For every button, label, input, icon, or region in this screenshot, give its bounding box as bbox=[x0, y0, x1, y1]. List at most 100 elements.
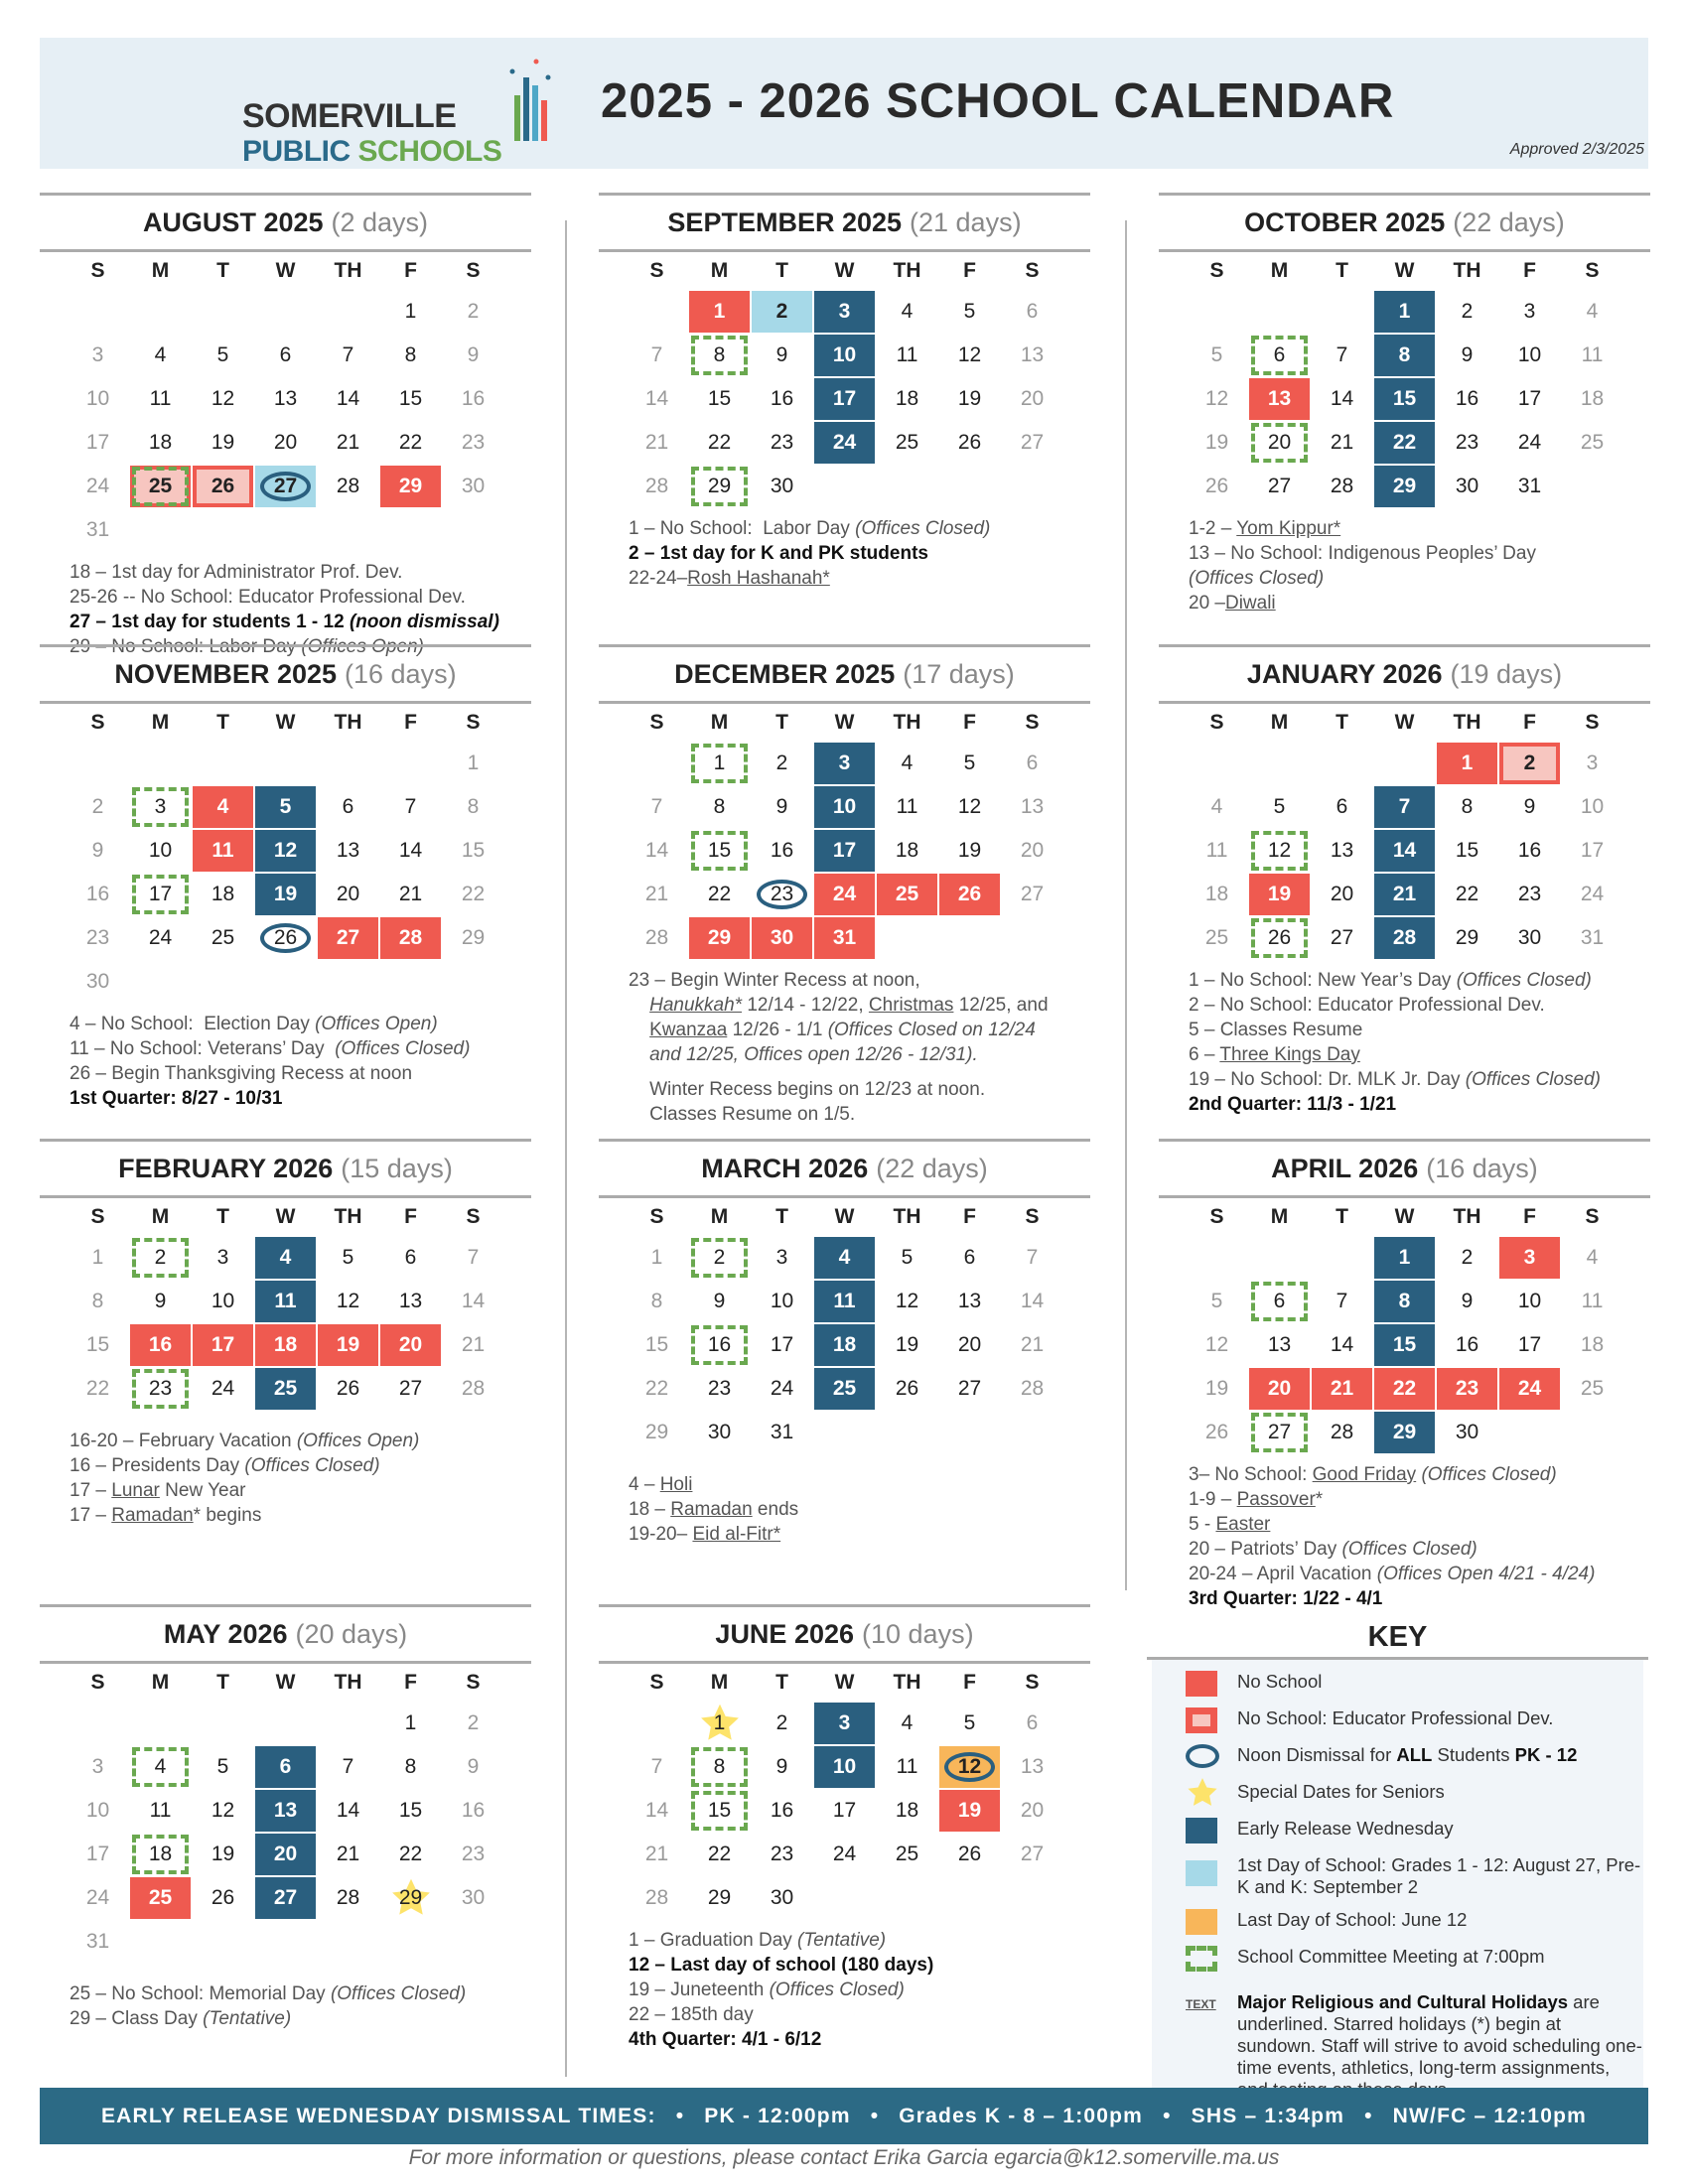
calendar-day[interactable]: 14 bbox=[626, 829, 688, 873]
calendar-day[interactable]: 10 bbox=[813, 1745, 876, 1789]
calendar-day[interactable]: 22 bbox=[379, 1833, 442, 1876]
calendar-day[interactable]: 1 bbox=[1436, 742, 1498, 785]
calendar-day[interactable]: 25 bbox=[192, 916, 254, 960]
calendar-day[interactable]: 19 bbox=[1186, 1367, 1248, 1411]
calendar-day[interactable]: 7 bbox=[1001, 1236, 1063, 1280]
calendar-day[interactable]: 23 bbox=[442, 421, 504, 465]
calendar-day[interactable]: 8 bbox=[688, 334, 751, 377]
calendar-day[interactable]: 4 bbox=[1561, 1236, 1623, 1280]
calendar-day[interactable]: 10 bbox=[1498, 1280, 1561, 1323]
calendar-day[interactable]: 18 bbox=[254, 1323, 317, 1367]
calendar-day[interactable]: 20 bbox=[1001, 377, 1063, 421]
calendar-day[interactable]: 25 bbox=[876, 421, 938, 465]
calendar-day[interactable]: 13 bbox=[1248, 377, 1311, 421]
calendar-day[interactable]: 26 bbox=[876, 1367, 938, 1411]
calendar-day[interactable]: 6 bbox=[1248, 334, 1311, 377]
calendar-day[interactable]: 9 bbox=[1498, 785, 1561, 829]
calendar-day[interactable]: 26 bbox=[1186, 465, 1248, 508]
calendar-day[interactable]: 19 bbox=[876, 1323, 938, 1367]
calendar-day[interactable]: 25 bbox=[1561, 1367, 1623, 1411]
calendar-day[interactable]: 9 bbox=[1436, 334, 1498, 377]
calendar-day[interactable]: 6 bbox=[1001, 290, 1063, 334]
calendar-day[interactable]: 7 bbox=[317, 1745, 379, 1789]
calendar-day[interactable]: 30 bbox=[688, 1411, 751, 1454]
calendar-day[interactable]: 29 bbox=[688, 916, 751, 960]
calendar-day[interactable]: 9 bbox=[442, 334, 504, 377]
calendar-day[interactable]: 6 bbox=[317, 785, 379, 829]
calendar-day[interactable]: 11 bbox=[813, 1280, 876, 1323]
calendar-day[interactable]: 16 bbox=[67, 873, 129, 916]
calendar-day[interactable]: 4 bbox=[876, 290, 938, 334]
calendar-day[interactable]: 6 bbox=[1001, 742, 1063, 785]
calendar-day[interactable]: 16 bbox=[442, 377, 504, 421]
calendar-day[interactable]: 27 bbox=[254, 1876, 317, 1920]
calendar-day[interactable]: 29 bbox=[379, 465, 442, 508]
calendar-day[interactable]: 2 bbox=[129, 1236, 192, 1280]
calendar-day[interactable]: 24 bbox=[1498, 421, 1561, 465]
calendar-day[interactable]: 20 bbox=[1248, 421, 1311, 465]
calendar-day[interactable]: 1 bbox=[67, 1236, 129, 1280]
calendar-day[interactable]: 3 bbox=[1498, 290, 1561, 334]
calendar-day[interactable]: 11 bbox=[1561, 1280, 1623, 1323]
calendar-day[interactable]: 16 bbox=[751, 829, 813, 873]
calendar-day[interactable]: 22 bbox=[1436, 873, 1498, 916]
calendar-day[interactable]: 14 bbox=[626, 377, 688, 421]
calendar-day[interactable]: 21 bbox=[1373, 873, 1436, 916]
calendar-day[interactable]: 28 bbox=[1001, 1367, 1063, 1411]
calendar-day[interactable]: 1 bbox=[379, 290, 442, 334]
calendar-day[interactable]: 8 bbox=[67, 1280, 129, 1323]
calendar-day[interactable]: 12 bbox=[876, 1280, 938, 1323]
calendar-day[interactable]: 27 bbox=[1001, 873, 1063, 916]
calendar-day[interactable]: 21 bbox=[1311, 421, 1373, 465]
calendar-day[interactable]: 23 bbox=[442, 1833, 504, 1876]
calendar-day[interactable]: 19 bbox=[317, 1323, 379, 1367]
calendar-day[interactable]: 5 bbox=[876, 1236, 938, 1280]
calendar-day[interactable]: 13 bbox=[1248, 1323, 1311, 1367]
calendar-day[interactable]: 24 bbox=[67, 1876, 129, 1920]
calendar-day[interactable]: 14 bbox=[442, 1280, 504, 1323]
calendar-day[interactable]: 19 bbox=[254, 873, 317, 916]
calendar-day[interactable]: 19 bbox=[192, 1833, 254, 1876]
calendar-day[interactable]: 11 bbox=[1561, 334, 1623, 377]
calendar-day[interactable]: 10 bbox=[129, 829, 192, 873]
calendar-day[interactable]: 20 bbox=[1311, 873, 1373, 916]
calendar-day[interactable]: 14 bbox=[317, 377, 379, 421]
calendar-day[interactable]: 12 bbox=[938, 334, 1001, 377]
calendar-day[interactable]: 10 bbox=[192, 1280, 254, 1323]
calendar-day[interactable]: 16 bbox=[442, 1789, 504, 1833]
calendar-day[interactable]: 24 bbox=[813, 1833, 876, 1876]
calendar-day[interactable]: 3 bbox=[129, 785, 192, 829]
calendar-day[interactable]: 16 bbox=[751, 1789, 813, 1833]
calendar-day[interactable]: 17 bbox=[192, 1323, 254, 1367]
calendar-day[interactable]: 19 bbox=[938, 377, 1001, 421]
calendar-day[interactable]: 8 bbox=[442, 785, 504, 829]
calendar-day[interactable]: 13 bbox=[317, 829, 379, 873]
calendar-day[interactable]: 21 bbox=[317, 421, 379, 465]
calendar-day[interactable]: 27 bbox=[1001, 1833, 1063, 1876]
calendar-day[interactable]: 28 bbox=[1311, 465, 1373, 508]
calendar-day[interactable]: 3 bbox=[67, 334, 129, 377]
calendar-day[interactable]: 17 bbox=[67, 421, 129, 465]
calendar-day[interactable]: 2 bbox=[751, 742, 813, 785]
calendar-day[interactable]: 17 bbox=[67, 1833, 129, 1876]
calendar-day[interactable]: 9 bbox=[129, 1280, 192, 1323]
calendar-day[interactable]: 31 bbox=[813, 916, 876, 960]
calendar-day[interactable]: 7 bbox=[626, 1745, 688, 1789]
calendar-day[interactable]: 1 bbox=[442, 742, 504, 785]
calendar-day[interactable]: 7 bbox=[379, 785, 442, 829]
calendar-day[interactable]: 18 bbox=[1186, 873, 1248, 916]
calendar-day[interactable]: 15 bbox=[1436, 829, 1498, 873]
calendar-day[interactable]: 11 bbox=[876, 1745, 938, 1789]
calendar-day[interactable]: 11 bbox=[876, 334, 938, 377]
calendar-day[interactable]: 2 bbox=[1436, 290, 1498, 334]
calendar-day[interactable]: 5 bbox=[938, 1702, 1001, 1745]
calendar-day[interactable]: 28 bbox=[379, 916, 442, 960]
calendar-day[interactable]: 8 bbox=[379, 334, 442, 377]
calendar-day[interactable]: 10 bbox=[813, 785, 876, 829]
calendar-day[interactable]: 9 bbox=[751, 334, 813, 377]
calendar-day[interactable]: 28 bbox=[442, 1367, 504, 1411]
calendar-day[interactable]: 3 bbox=[813, 290, 876, 334]
calendar-day[interactable]: 22 bbox=[442, 873, 504, 916]
calendar-day[interactable]: 7 bbox=[317, 334, 379, 377]
calendar-day[interactable]: 8 bbox=[1436, 785, 1498, 829]
